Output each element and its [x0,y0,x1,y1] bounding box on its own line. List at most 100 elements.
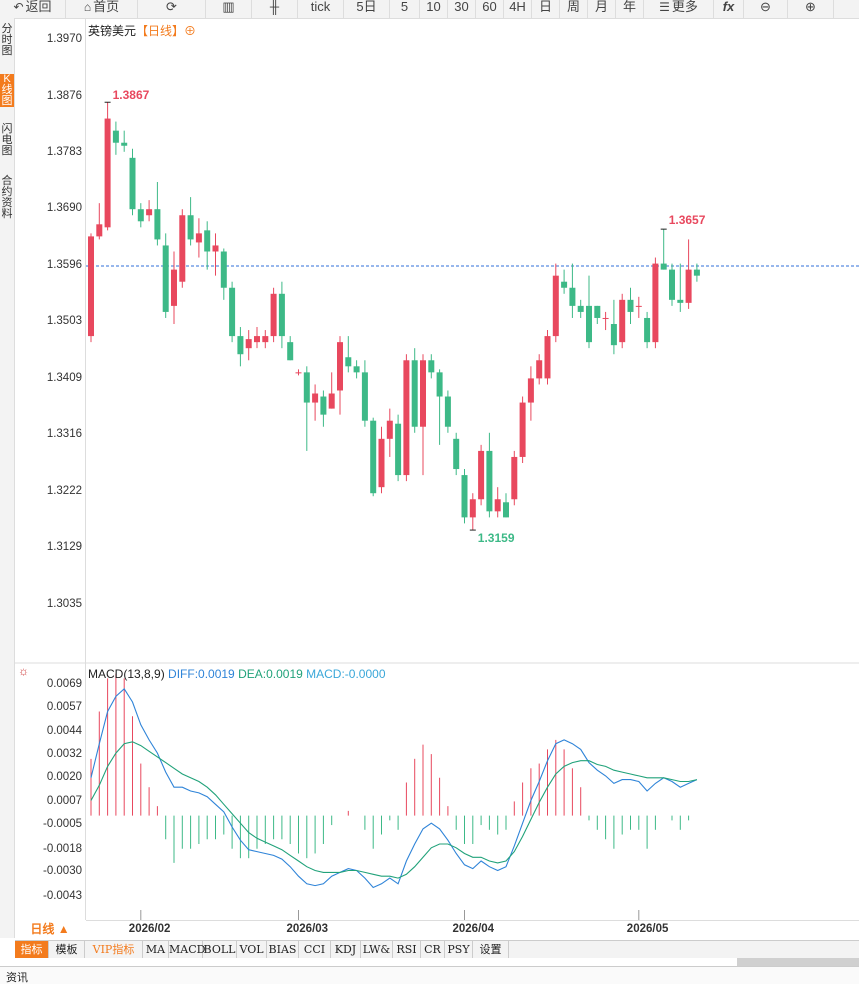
candle-body [96,224,103,237]
nav-timeshare[interactable]: 分时图 [1,23,13,57]
back-button[interactable]: ↶ 返回 [0,0,66,18]
price-tick-label: 1.3409 [46,372,82,384]
bottom-bar: 资讯 [0,966,859,984]
candle-body [220,251,227,288]
formula-button[interactable]: fx [714,0,744,18]
candle-body [295,372,302,374]
macd-tick-label: 0.0032 [46,748,82,761]
period-30[interactable]: 30 [448,0,476,18]
candle-body [395,423,402,476]
candle-body [635,305,642,307]
period-5day[interactable]: 5日 [344,0,390,18]
candlestick-button[interactable]: ╫ [252,0,298,18]
period-day[interactable]: 日 [532,0,560,18]
indicator-tab[interactable]: CR [421,941,445,958]
candle-body [420,360,426,427]
refresh-button[interactable]: ⟳ [138,0,206,18]
candle-body [536,360,543,379]
period-month[interactable]: 月 [588,0,616,18]
period-label[interactable]: 【日线】 [136,24,185,38]
indicator-tab[interactable]: MA [143,941,169,958]
candle-body [511,456,518,500]
bar-chart-button[interactable]: ▥ [206,0,252,18]
candle-body [660,263,667,270]
menu-icon: ☰ [659,0,670,14]
indicator-tab[interactable]: BIAS [267,941,299,958]
period-60[interactable]: 60 [476,0,504,18]
period-year[interactable]: 年 [616,0,644,18]
indicator-tab[interactable]: 模板 [49,941,85,958]
nav-contract[interactable]: 合约资料 [1,175,13,220]
candle-body [469,499,476,518]
candle-body [627,299,634,312]
period-5[interactable]: 5 [390,0,420,18]
indicator-tab[interactable]: RSI [393,941,421,958]
candle-body [195,233,202,243]
candle-body [644,317,651,343]
indicator-tab[interactable]: 指标 [15,941,49,958]
candle-body [602,317,609,319]
indicator-tab[interactable]: PSY [445,941,473,958]
x-tick-label: 2026/05 [626,923,669,935]
diff-line [90,687,698,889]
tick-button[interactable]: tick [298,0,344,18]
candle-body [436,372,443,397]
candle-body [171,269,177,306]
indicator-tab[interactable]: MACD [169,941,206,958]
home-icon: ⌂ [83,0,92,14]
more-button[interactable]: ☰ 更多 [644,0,714,18]
macd-settings-icon[interactable]: ☼ [18,664,29,678]
toolbar: ↶ 返回 ⌂ 首页 ⟳ ▥ ╫ tick 5日 5 10 30 60 4H 日 周 … [0,0,859,19]
news-tab[interactable]: 资讯 [6,972,28,984]
candle-body [121,142,128,146]
left-nav: 分时图 K线图 闪电图 合约资料 [0,18,15,938]
symbol-label: 英镑美元【日线】⊕ [88,24,197,38]
price-tick-label: 1.3876 [46,89,82,102]
candle-body [146,209,153,216]
candle-body [527,378,534,403]
nav-flash[interactable]: 闪电图 [1,123,13,157]
price-tick-label: 1.3596 [46,259,82,271]
candle-body [278,293,285,337]
macd-tick-label: -0.0030 [42,865,82,878]
period-4h[interactable]: 4H [504,0,532,18]
nav-kline[interactable]: K线图 [0,73,14,107]
period-week[interactable]: 周 [560,0,588,18]
candle-body [561,281,568,288]
candle-body [503,502,509,518]
indicator-tab[interactable]: CCI [299,941,331,958]
candle-body [370,420,377,494]
indicator-tab[interactable]: 设置 [473,941,509,958]
indicator-tab[interactable]: LW& [361,941,393,958]
candle-body [619,299,626,343]
zoom-in-button[interactable]: ⊕ [788,0,834,18]
candle-body [403,360,410,476]
price-tick-label: 1.3783 [46,146,82,158]
x-tick-label: 2026/02 [128,923,171,935]
bar-chart-icon: ▥ [222,0,235,14]
indicator-tab[interactable]: KDJ [331,941,361,958]
period-button[interactable]: 日线 ▲ [15,920,85,939]
macd-tick-label: -0.0018 [42,842,82,855]
macd-tick-label: 0.0020 [46,770,82,783]
candlestick-icon: ╫ [269,0,280,14]
add-indicator-icon[interactable]: ⊕ [184,24,197,38]
home-button[interactable]: ⌂ 首页 [66,0,138,18]
candle-body [693,269,700,276]
indicator-tab[interactable]: VIP指标 [85,941,143,958]
indicator-tab[interactable]: VOL [237,941,267,958]
period-10[interactable]: 10 [420,0,448,18]
indicator-tab[interactable]: BOLL [203,941,237,958]
candle-body [254,336,260,343]
macd-tick-label: 0.0069 [46,678,82,690]
price-tick-label: 1.3035 [46,598,82,610]
scrollbar[interactable] [737,958,859,966]
back-icon: ↶ [13,0,24,14]
macd-tick-label: -0.0005 [42,818,82,831]
x-tick-label: 2026/04 [452,923,495,935]
candle-body [411,360,418,427]
candle-body [586,305,592,343]
zoom-out-button[interactable]: ⊖ [744,0,788,18]
macd-tick-label: 0.0057 [46,700,82,713]
dea-line [90,741,698,879]
